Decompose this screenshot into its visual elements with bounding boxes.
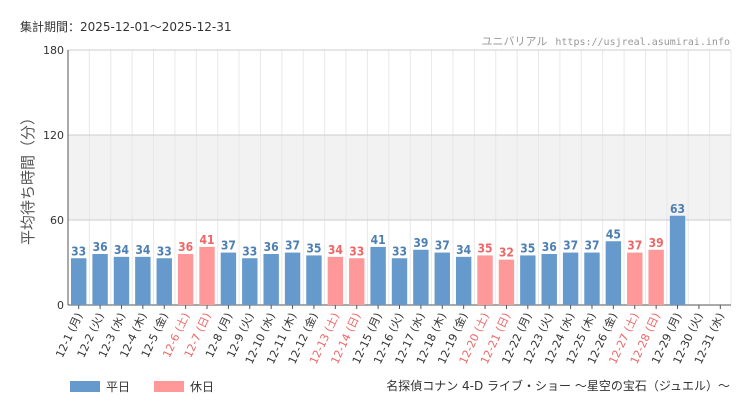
site-credit: ユニバリアル https://usjreal.asumirai.info bbox=[482, 33, 731, 49]
bar-value-label: 33 bbox=[242, 244, 257, 258]
bar-value-label: 32 bbox=[499, 246, 514, 260]
period-label: 集計期間：2025-12-01〜2025-12-31 bbox=[20, 20, 232, 34]
bar-value-label: 34 bbox=[114, 243, 130, 257]
bar-value-label: 45 bbox=[606, 227, 621, 241]
legend-item-holiday: 休日 bbox=[154, 378, 214, 395]
bar bbox=[434, 252, 450, 305]
bar bbox=[541, 254, 557, 305]
bar-value-label: 37 bbox=[435, 239, 450, 253]
legend: 平日 休日 bbox=[70, 378, 214, 395]
y-tick-label: 60 bbox=[50, 214, 64, 227]
bar-value-label: 37 bbox=[221, 239, 236, 253]
legend-swatch-holiday bbox=[154, 381, 185, 392]
grid-layer bbox=[67, 49, 732, 306]
bar bbox=[562, 252, 579, 305]
bar bbox=[391, 258, 408, 305]
site-url: https://usjreal.asumirai.info bbox=[555, 37, 730, 48]
bar-value-label: 36 bbox=[178, 240, 193, 254]
y-tick-label: 120 bbox=[43, 129, 64, 142]
bar-value-label: 35 bbox=[306, 241, 321, 255]
bar bbox=[498, 259, 515, 305]
legend-swatch-weekday bbox=[70, 381, 100, 392]
bar bbox=[669, 215, 686, 305]
bar-value-label: 35 bbox=[478, 241, 493, 255]
legend-label-holiday: 休日 bbox=[190, 380, 215, 394]
bar-value-label: 37 bbox=[627, 239, 642, 253]
bar bbox=[520, 255, 536, 305]
bar bbox=[263, 254, 279, 305]
bar-value-label: 41 bbox=[371, 233, 386, 247]
bar-value-label: 34 bbox=[456, 243, 472, 257]
bar bbox=[92, 254, 108, 305]
bar-value-label: 33 bbox=[157, 244, 172, 258]
legend-label-weekday: 平日 bbox=[106, 380, 131, 394]
bar bbox=[177, 254, 194, 305]
bar-value-label: 41 bbox=[200, 233, 215, 247]
attraction-name: 名探偵コナン 4-D ライブ・ショー 〜星空の宝石（ジュエル）〜 bbox=[386, 379, 730, 393]
bar bbox=[284, 252, 301, 305]
shaded-band-layer bbox=[68, 135, 731, 220]
bar bbox=[156, 258, 172, 305]
y-tick-label: 0 bbox=[57, 299, 64, 312]
bar-value-label: 37 bbox=[584, 239, 599, 253]
bar bbox=[306, 255, 322, 305]
bar bbox=[477, 255, 493, 305]
bar-value-label: 33 bbox=[392, 244, 407, 258]
bar bbox=[349, 258, 365, 305]
bar-value-label: 35 bbox=[520, 241, 535, 255]
bar-value-label: 36 bbox=[264, 240, 279, 254]
bar-value-label: 39 bbox=[649, 236, 664, 250]
bar-value-label: 33 bbox=[71, 244, 86, 258]
bar bbox=[370, 246, 386, 305]
bar-value-label: 37 bbox=[285, 239, 300, 253]
bar bbox=[648, 249, 664, 305]
bar-layer bbox=[70, 215, 686, 305]
bar-value-label: 63 bbox=[670, 202, 685, 216]
bar bbox=[135, 256, 151, 305]
bar-value-label: 37 bbox=[563, 239, 578, 253]
axis-layer: 0 60 120 180 平均待ち時間（分） bbox=[19, 44, 721, 312]
bar bbox=[327, 256, 344, 305]
bar-value-label: 36 bbox=[542, 240, 557, 254]
bar bbox=[70, 258, 87, 305]
bar bbox=[242, 258, 258, 305]
y-tick-label: 180 bbox=[43, 44, 64, 57]
bar bbox=[584, 252, 600, 305]
bar bbox=[605, 241, 622, 305]
bar-value-label: 34 bbox=[135, 243, 151, 257]
bar bbox=[220, 252, 237, 305]
bar-value-label: 34 bbox=[328, 243, 344, 257]
bar bbox=[199, 246, 215, 305]
bar-value-label: 33 bbox=[349, 244, 364, 258]
shaded-band bbox=[68, 135, 731, 220]
bar-value-label: 36 bbox=[93, 240, 108, 254]
y-axis-title: 平均待ち時間（分） bbox=[19, 110, 37, 245]
bar-value-label: 39 bbox=[413, 236, 428, 250]
bar bbox=[455, 256, 472, 305]
bar bbox=[113, 256, 130, 305]
site-name: ユニバリアル bbox=[481, 35, 548, 48]
bar bbox=[413, 249, 429, 305]
legend-item-weekday: 平日 bbox=[70, 378, 130, 395]
bar bbox=[627, 252, 643, 305]
